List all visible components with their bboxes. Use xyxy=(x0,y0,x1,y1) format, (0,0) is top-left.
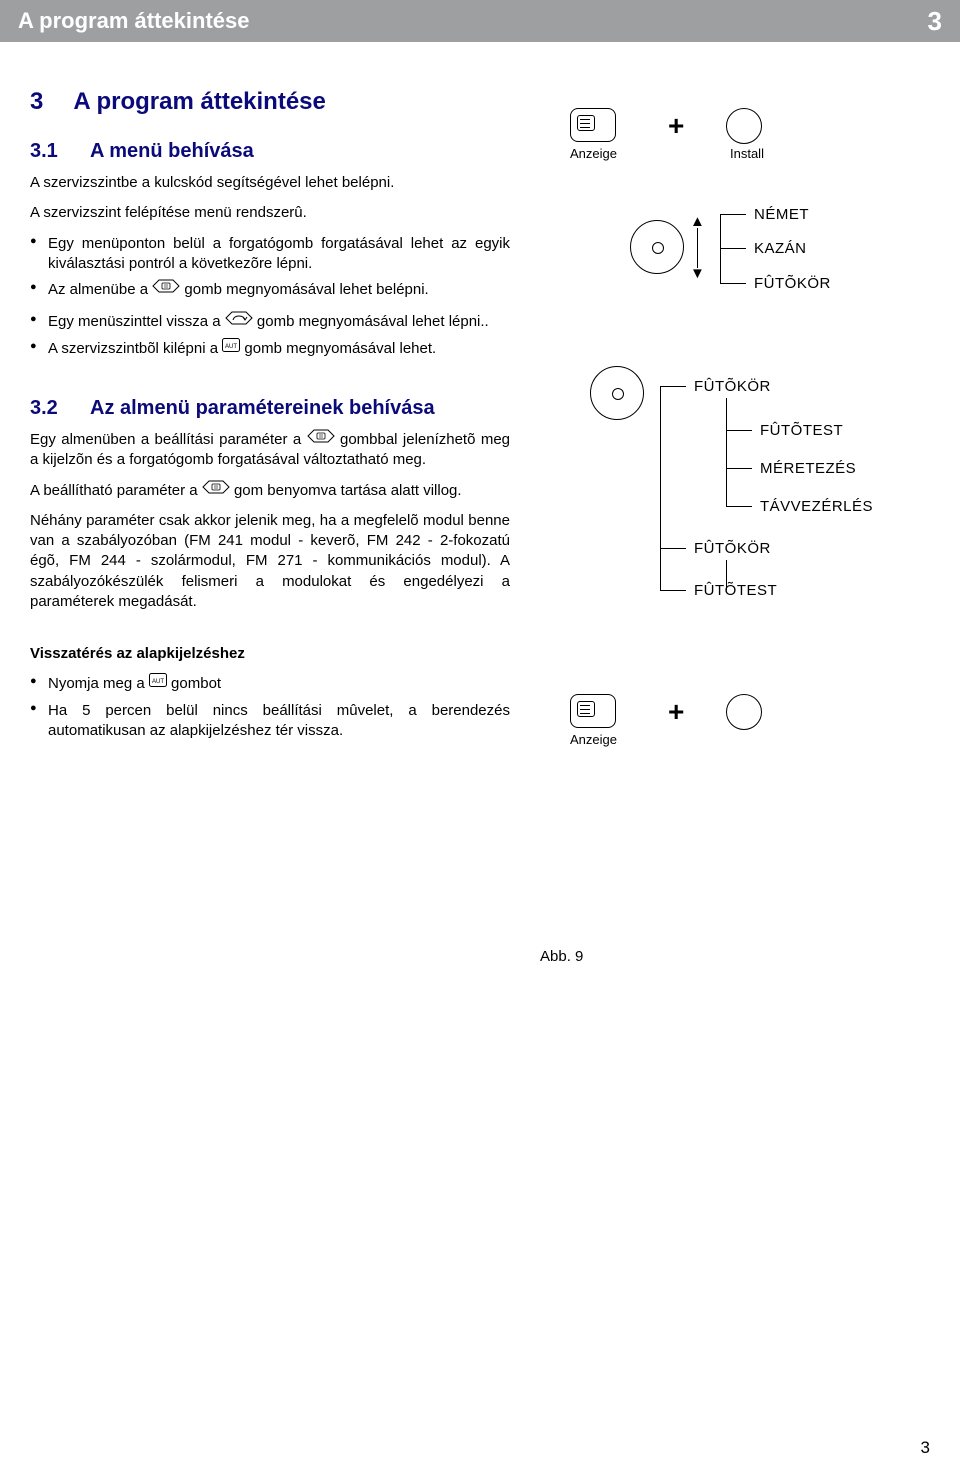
sub31-b4: A szervizszintbõl kilépni a AUT gomb meg… xyxy=(30,339,510,359)
section-heading: 3 A program áttekintése xyxy=(30,88,510,116)
arrow-up-icon: ▲ xyxy=(690,214,705,229)
knob-level2-icon xyxy=(590,366,644,420)
display-button-icon xyxy=(202,480,230,500)
install-knob-icon xyxy=(726,108,762,144)
back-button-icon xyxy=(225,311,253,331)
label-kazan: KAZÁN xyxy=(754,240,807,257)
sub31-p2: A szervizszint felépítése menü rendszerû… xyxy=(30,203,510,223)
figure-caption: Abb. 9 xyxy=(540,948,920,965)
page-number: 3 xyxy=(921,1438,930,1458)
label-futokor1: FÛTÕKÖR xyxy=(754,275,831,292)
header-bar: A program áttekintése 3 xyxy=(0,0,960,42)
return-list: Nyomja meg a AUT gombot Ha 5 percen belü… xyxy=(30,674,510,741)
header-number: 3 xyxy=(928,6,948,37)
sub31-b2: Az almenübe a gomb megnyomásával lehet b… xyxy=(30,280,510,300)
subsection-32-heading: 3.2 Az almenü paramétereinek behívása xyxy=(30,397,510,420)
sub32-p3: Néhány paraméter csak akkor jelenik meg,… xyxy=(30,511,510,612)
menu-tree-diagram: Anzeige + Install ▲ ▼ NÉMET KAZÁN FÛTÕKÖ… xyxy=(540,108,920,868)
subsection-31-heading: 3.1 A menü behívása xyxy=(30,140,510,163)
sub31-b1: Egy menüponton belül a forgatógomb forga… xyxy=(30,234,510,275)
sub31-list-b: Egy menüszinttel vissza a gomb megnyomás… xyxy=(30,312,510,359)
plus-icon: + xyxy=(668,112,684,140)
label-futotest1: FÛTÕTEST xyxy=(760,422,843,439)
anzeige-icon-top xyxy=(570,108,616,142)
return-b2: Ha 5 percen belül nincs beállítási mûvel… xyxy=(30,701,510,742)
display-button-icon xyxy=(152,279,180,299)
section-title: A program áttekintése xyxy=(73,88,326,115)
left-column: 3 A program áttekintése 3.1 A menü behívá… xyxy=(30,70,510,980)
subsection-32-number: 3.2 xyxy=(30,397,90,420)
subsection-32-title: Az almenü paramétereinek behívása xyxy=(90,397,435,420)
sub32-p2: A beállítható paraméter a gom benyomva t… xyxy=(30,481,510,501)
anzeige-label-top: Anzeige xyxy=(570,146,617,161)
install-label: Install xyxy=(730,146,764,161)
label-futokor2: FÛTÕKÖR xyxy=(694,378,771,395)
section-number: 3 xyxy=(30,88,43,115)
knob-bottom-icon xyxy=(726,694,762,730)
sub32-p1: Egy almenüben a beállítási paraméter a g… xyxy=(30,430,510,471)
subsection-31-number: 3.1 xyxy=(30,140,90,163)
right-column: Anzeige + Install ▲ ▼ NÉMET KAZÁN FÛTÕKÖ… xyxy=(540,70,920,980)
label-futokor3: FÛTÕKÖR xyxy=(694,540,771,557)
label-tavvezerles: TÁVVEZÉRLÉS xyxy=(760,498,873,515)
display-button-icon xyxy=(307,429,335,449)
aut-button-icon: AUT xyxy=(222,338,240,358)
sub31-list-a: Egy menüponton belül a forgatógomb forga… xyxy=(30,234,510,301)
label-nemet: NÉMET xyxy=(754,206,809,223)
anzeige-icon-bottom xyxy=(570,694,616,728)
plus-icon: + xyxy=(668,698,684,726)
label-meretezes: MÉRETEZÉS xyxy=(760,460,856,477)
sub31-b3: Egy menüszinttel vissza a gomb megnyomás… xyxy=(30,312,510,332)
subsection-31-title: A menü behívása xyxy=(90,140,254,163)
label-futotest2: FÛTÕTEST xyxy=(694,582,777,599)
aut-button-icon: AUT xyxy=(149,673,167,693)
arrow-down-icon: ▼ xyxy=(690,266,705,281)
svg-text:AUT: AUT xyxy=(225,344,237,350)
sub31-p1: A szervizszintbe a kulcskód segítségével… xyxy=(30,173,510,193)
return-b1: Nyomja meg a AUT gombot xyxy=(30,674,510,694)
header-title: A program áttekintése xyxy=(18,8,249,34)
anzeige-label-bottom: Anzeige xyxy=(570,732,617,747)
return-title: Visszatérés az alapkijelzéshez xyxy=(30,644,510,664)
knob-level1-icon xyxy=(630,220,684,274)
svg-text:AUT: AUT xyxy=(152,679,164,685)
